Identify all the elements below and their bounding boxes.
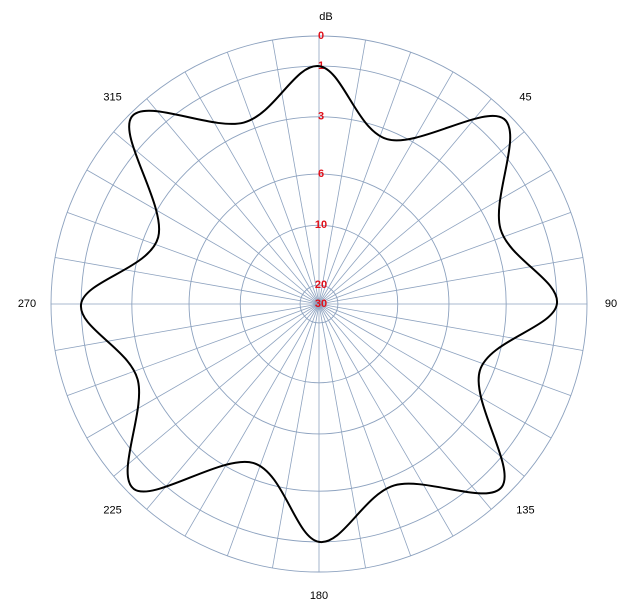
spoke (318, 303, 552, 439)
spoke (318, 257, 583, 305)
spoke (318, 211, 571, 305)
radial-tick-label: 30 (315, 298, 327, 310)
angle-tick-label: 90 (605, 298, 617, 310)
grid-ring (239, 224, 399, 384)
spoke (318, 131, 525, 305)
radial-tick-label: 0 (318, 30, 324, 42)
spoke (55, 303, 320, 351)
angle-tick-label: 270 (18, 298, 36, 310)
spoke (318, 303, 571, 397)
angle-tick-label: 135 (516, 504, 534, 516)
spoke (318, 169, 552, 305)
spoke (318, 98, 492, 305)
spoke (318, 303, 412, 556)
radial-tick-label: 20 (315, 279, 327, 291)
grid-ring (50, 35, 588, 573)
radial-tick-label: 6 (318, 168, 324, 180)
angle-tick-label: 225 (103, 504, 121, 516)
spoke (318, 303, 366, 568)
spoke (226, 52, 320, 305)
spoke (318, 40, 366, 305)
spoke (318, 52, 412, 305)
angle-tick-label: 315 (103, 91, 121, 103)
spoke (55, 257, 320, 305)
radial-tick-label: 3 (318, 111, 324, 123)
spoke (184, 303, 320, 537)
spoke (226, 303, 320, 556)
chart-title: dB (319, 11, 332, 23)
pattern-line (80, 65, 558, 543)
spoke (113, 303, 320, 477)
grid-ring (131, 116, 507, 492)
spoke (184, 71, 320, 305)
spoke (318, 303, 492, 510)
radial-tick-label: 10 (315, 219, 327, 231)
spoke (272, 303, 320, 568)
spoke (318, 303, 583, 351)
spoke (146, 98, 320, 305)
grid-ring (188, 173, 450, 435)
spoke (67, 303, 320, 397)
spoke (86, 169, 320, 305)
spoke (113, 131, 320, 305)
spoke (146, 303, 320, 510)
spoke (318, 303, 525, 477)
spoke (318, 71, 454, 305)
angle-tick-label: 45 (519, 91, 531, 103)
spoke (86, 303, 320, 439)
spoke (318, 303, 454, 537)
spoke (67, 211, 320, 305)
grid-ring (299, 284, 339, 324)
angle-tick-label: 180 (310, 590, 328, 602)
spoke (272, 40, 320, 305)
